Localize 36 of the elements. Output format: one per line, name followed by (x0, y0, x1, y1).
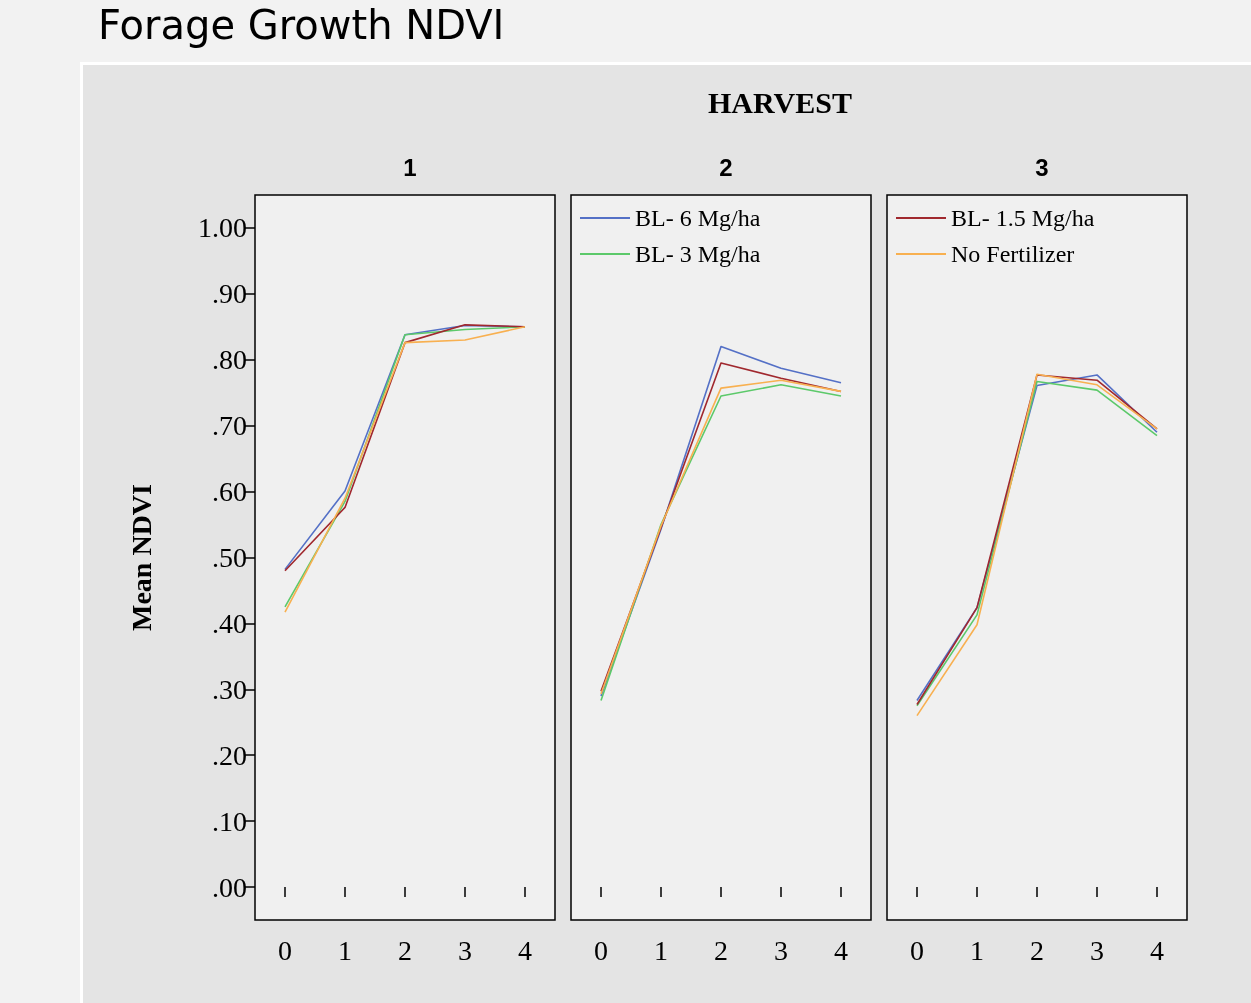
x-tick-label: 1 (338, 934, 352, 966)
text: Forage Growth NDVI (98, 1, 505, 50)
y-tick-label: .80 (212, 344, 247, 376)
x-tick-label: 1 (654, 934, 668, 966)
y-tick-label: 1.00 (198, 212, 247, 244)
chart-title: 3 (1035, 153, 1049, 181)
chart-title: 1 (403, 153, 417, 181)
x-tick-label: 3 (774, 934, 788, 966)
y-tick-label: .50 (212, 542, 247, 573)
legend-label: BL- 1.5 Mg/ha (951, 205, 1095, 231)
y-tick-label: .70 (212, 410, 247, 442)
legend-label: No Fertilizer (951, 241, 1075, 267)
x-tick-label: 2 (714, 934, 728, 966)
y-tick-label: .90 (212, 278, 247, 310)
y-tick-label: .20 (212, 739, 247, 771)
y-tick-label: .00 (212, 871, 247, 903)
y-tick-label: .40 (212, 607, 247, 639)
y-tick-label: .30 (212, 673, 247, 705)
y-tick-label: .10 (212, 805, 247, 837)
x-tick-label: 4 (518, 934, 532, 966)
x-tick-label: 2 (398, 934, 412, 966)
y-axis-title: Mean NDVI (125, 484, 157, 631)
x-tick-label: 4 (834, 934, 848, 966)
x-tick-label: 3 (458, 934, 472, 966)
x-tick-label: 0 (594, 934, 608, 966)
legend-label: BL- 3 Mg/ha (635, 241, 761, 267)
legend-label: BL- 6 Mg/ha (635, 205, 761, 231)
x-tick-label: 3 (1090, 934, 1104, 966)
x-tick-label: 1 (970, 934, 984, 966)
x-tick-label: 2 (1030, 934, 1044, 966)
x-tick-label: 0 (910, 934, 924, 966)
chart-title: 2 (719, 153, 733, 181)
y-tick-label: .60 (212, 476, 247, 508)
text: HARVEST (707, 86, 853, 120)
x-tick-label: 4 (1150, 934, 1164, 966)
x-tick-label: 0 (278, 934, 292, 966)
